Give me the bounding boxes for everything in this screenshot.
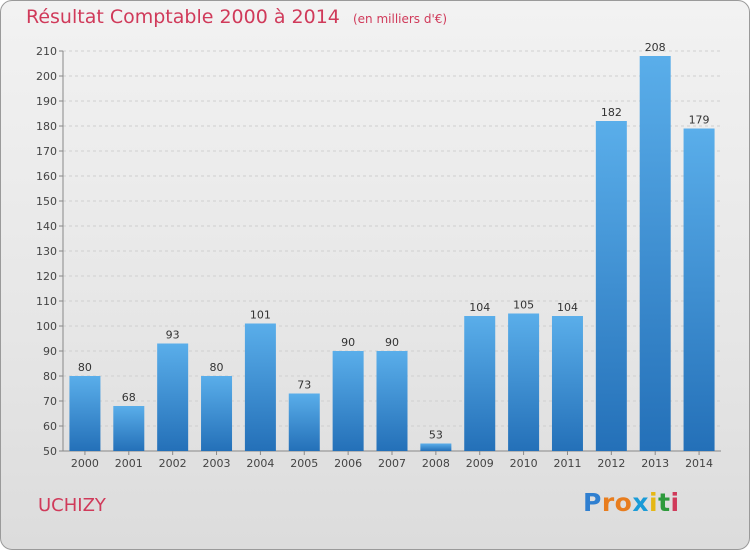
bar bbox=[288, 393, 320, 451]
data-label: 68 bbox=[122, 391, 136, 404]
bars bbox=[69, 56, 715, 451]
x-tick-label: 2011 bbox=[553, 457, 581, 470]
y-tick-label: 110 bbox=[36, 295, 57, 308]
x-tick-label: 2004 bbox=[246, 457, 274, 470]
x-tick-label: 2001 bbox=[115, 457, 143, 470]
logo-letter: i bbox=[670, 488, 680, 517]
data-label: 73 bbox=[297, 379, 311, 392]
data-label: 101 bbox=[250, 309, 271, 322]
data-label: 80 bbox=[210, 361, 224, 374]
logo-letter: t bbox=[658, 488, 671, 517]
data-label: 104 bbox=[469, 301, 490, 314]
y-tick-label: 50 bbox=[43, 445, 57, 458]
x-tick-labels: 2000 2001 2002 2003 2004 2005 2006 2007 2008 2009… bbox=[71, 457, 713, 470]
data-labels: 80 68 93 80 101 73 90 90 53 104 105 104 182 208 179 bbox=[78, 41, 710, 442]
bar bbox=[464, 316, 496, 451]
chart-title-main: Résultat Comptable 2000 à 2014 bbox=[26, 6, 340, 28]
logo-letter: r bbox=[601, 488, 615, 517]
bar bbox=[244, 323, 276, 451]
x-tick-label: 2005 bbox=[290, 457, 318, 470]
data-label: 80 bbox=[78, 361, 92, 374]
y-tick-label: 130 bbox=[36, 245, 57, 258]
logo-letter: o bbox=[614, 488, 633, 517]
y-tick-label: 140 bbox=[36, 220, 57, 233]
data-label: 90 bbox=[385, 336, 399, 349]
bar bbox=[508, 313, 540, 451]
y-tick-label: 60 bbox=[43, 420, 57, 433]
x-tick-label: 2008 bbox=[422, 457, 450, 470]
data-label: 53 bbox=[429, 429, 443, 442]
y-tick-label: 200 bbox=[36, 70, 57, 83]
x-tick-label: 2014 bbox=[685, 457, 713, 470]
bar bbox=[157, 343, 189, 451]
bar bbox=[69, 376, 101, 451]
bar bbox=[376, 351, 408, 451]
x-tick-label: 2007 bbox=[378, 457, 406, 470]
data-label: 90 bbox=[341, 336, 355, 349]
data-label: 182 bbox=[601, 106, 622, 119]
bar bbox=[683, 128, 715, 451]
data-label: 179 bbox=[689, 114, 710, 127]
x-tick-label: 2002 bbox=[159, 457, 187, 470]
bar bbox=[201, 376, 233, 451]
chart-title: Résultat Comptable 2000 à 2014 (en milli… bbox=[26, 6, 447, 28]
y-tick-label: 120 bbox=[36, 270, 57, 283]
logo-letter: P bbox=[583, 488, 602, 517]
y-tick-label: 100 bbox=[36, 320, 57, 333]
x-tick-label: 2003 bbox=[203, 457, 231, 470]
x-tick-label: 2013 bbox=[641, 457, 669, 470]
commune-name: UCHIZY bbox=[38, 495, 106, 516]
logo-letter: x bbox=[632, 488, 649, 517]
x-tick-label: 2006 bbox=[334, 457, 362, 470]
y-tick-label: 180 bbox=[36, 120, 57, 133]
y-tick-label: 70 bbox=[43, 395, 57, 408]
y-tick-label: 90 bbox=[43, 345, 57, 358]
x-tick-label: 2000 bbox=[71, 457, 99, 470]
x-tick-label: 2012 bbox=[597, 457, 625, 470]
data-label: 104 bbox=[557, 301, 578, 314]
y-tick-labels: 50 60 70 80 90 100 110 120 130 140 150 160 170 180 190… bbox=[36, 45, 57, 458]
x-tick-label: 2010 bbox=[510, 457, 538, 470]
y-tick-label: 170 bbox=[36, 145, 57, 158]
data-label: 208 bbox=[645, 41, 666, 54]
chart-subtitle: (en milliers d'€) bbox=[352, 12, 448, 26]
data-label: 105 bbox=[513, 299, 534, 312]
x-tick-label: 2009 bbox=[466, 457, 494, 470]
y-tick-label: 80 bbox=[43, 370, 57, 383]
y-tick-label: 150 bbox=[36, 195, 57, 208]
y-tick-label: 160 bbox=[36, 170, 57, 183]
logo-letter: i bbox=[649, 488, 659, 517]
y-tick-label: 210 bbox=[36, 45, 57, 58]
bar bbox=[332, 351, 364, 451]
proxiti-logo: Proxiti bbox=[583, 488, 680, 517]
y-tick-label: 190 bbox=[36, 95, 57, 108]
bar bbox=[113, 406, 145, 451]
bar bbox=[639, 56, 671, 451]
bar bbox=[551, 316, 583, 451]
data-label: 93 bbox=[166, 329, 180, 342]
bar bbox=[595, 121, 627, 451]
bar bbox=[420, 443, 452, 451]
